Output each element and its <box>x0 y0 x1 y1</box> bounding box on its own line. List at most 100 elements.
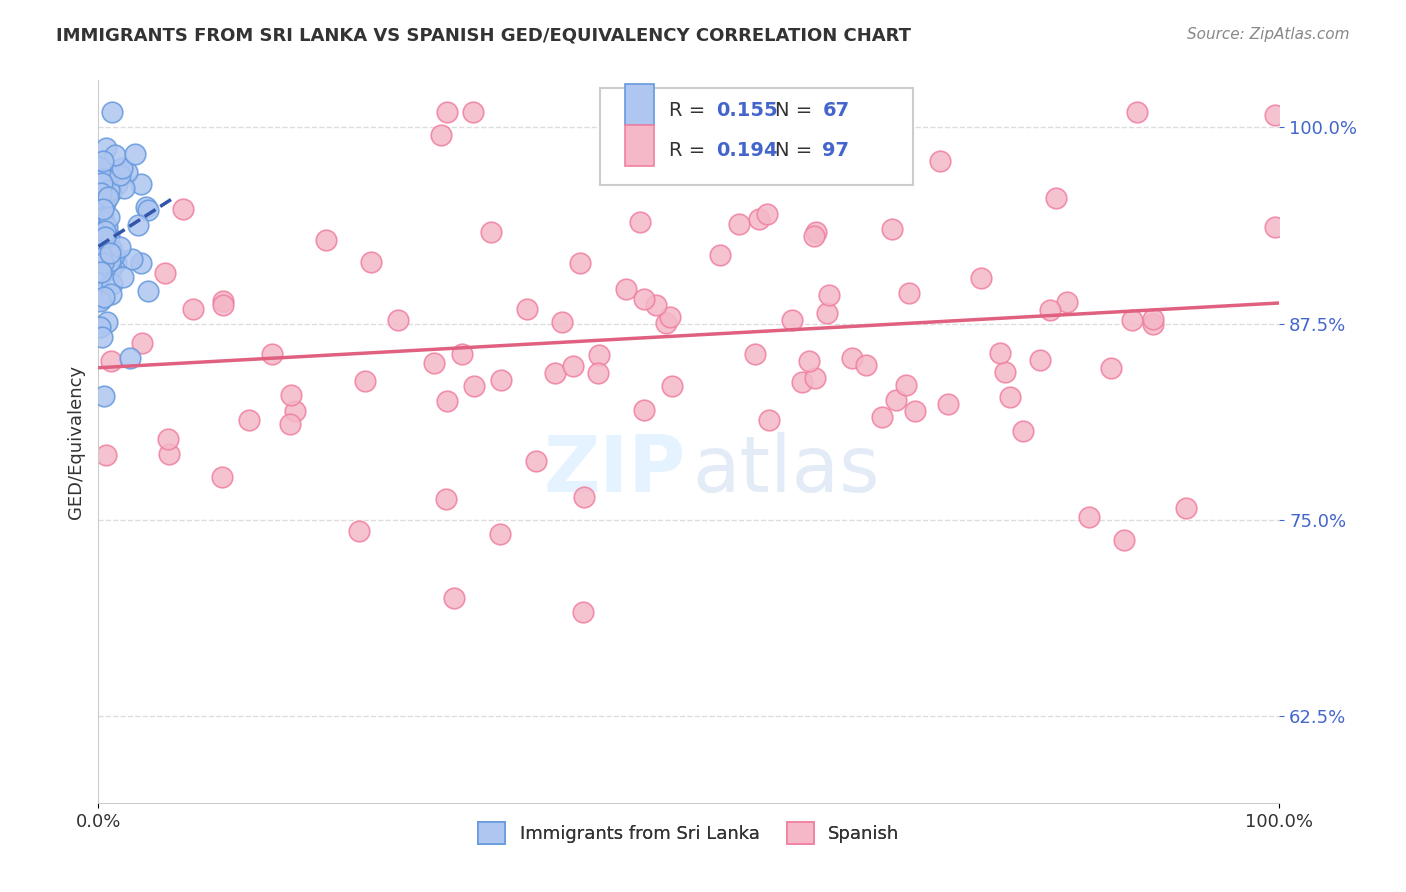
Point <box>90 293 112 307</box>
Point <box>121 252 143 267</box>
Point <box>748 212 770 227</box>
Point <box>136 203 159 218</box>
Point <box>159 447 181 461</box>
Point <box>790 375 813 389</box>
Point <box>284 404 307 418</box>
Point <box>628 215 651 229</box>
Point <box>938 397 960 411</box>
Text: 67: 67 <box>823 101 849 120</box>
Point <box>849 142 872 156</box>
Point <box>654 316 676 330</box>
Point <box>112 180 135 194</box>
Point <box>90 247 112 261</box>
Point <box>101 104 124 119</box>
Point <box>544 367 567 381</box>
Point <box>110 168 132 182</box>
Point <box>443 591 465 605</box>
Point <box>104 255 127 269</box>
Text: N =: N = <box>775 141 818 161</box>
Point <box>90 186 112 200</box>
Point <box>93 230 115 244</box>
Point <box>103 248 125 262</box>
Point <box>1000 390 1022 404</box>
Point <box>661 378 683 392</box>
Point <box>90 265 112 279</box>
Point <box>526 454 548 468</box>
Point <box>89 249 111 263</box>
Text: Source: ZipAtlas.com: Source: ZipAtlas.com <box>1187 27 1350 42</box>
Point <box>91 254 114 268</box>
Point <box>988 346 1011 360</box>
Point <box>89 231 111 245</box>
Point <box>89 245 111 260</box>
Point <box>124 146 146 161</box>
Text: N =: N = <box>775 101 818 120</box>
Point <box>882 221 904 235</box>
Point <box>181 302 204 317</box>
Point <box>568 255 591 269</box>
Point <box>211 298 233 312</box>
Point <box>105 177 128 191</box>
Point <box>90 177 112 191</box>
Legend: Immigrants from Sri Lanka, Spanish: Immigrants from Sri Lanka, Spanish <box>471 815 907 852</box>
Point <box>633 292 655 306</box>
Point <box>1045 191 1067 205</box>
Point <box>422 356 444 370</box>
FancyBboxPatch shape <box>626 84 654 126</box>
Point <box>994 365 1017 379</box>
Point <box>89 320 111 334</box>
Point <box>90 285 112 300</box>
Point <box>94 195 117 210</box>
Point <box>93 290 115 304</box>
Point <box>112 269 135 284</box>
Point <box>353 374 375 388</box>
Point <box>315 233 337 247</box>
Point <box>90 330 112 344</box>
Point <box>89 294 111 309</box>
Text: R =: R = <box>669 141 711 161</box>
Text: ZIP: ZIP <box>543 433 685 508</box>
Point <box>90 235 112 249</box>
Point <box>91 202 114 216</box>
Point <box>100 277 122 292</box>
Point <box>897 286 920 301</box>
Point <box>1012 424 1035 438</box>
Point <box>855 359 877 373</box>
Point <box>572 605 595 619</box>
Point <box>94 224 117 238</box>
Point <box>896 378 918 392</box>
Point <box>97 190 120 204</box>
Point <box>804 225 827 239</box>
Point <box>172 202 194 216</box>
Point <box>97 210 120 224</box>
Point <box>90 268 112 282</box>
Point <box>1126 104 1149 119</box>
Point <box>551 315 574 329</box>
Point <box>1114 533 1136 547</box>
Point <box>238 413 260 427</box>
Point <box>93 172 115 186</box>
Point <box>93 389 115 403</box>
Text: 97: 97 <box>823 141 849 161</box>
Point <box>129 178 152 192</box>
Point <box>884 392 907 407</box>
Point <box>588 366 610 380</box>
Point <box>157 432 180 446</box>
Point <box>93 215 115 229</box>
Point <box>562 359 585 373</box>
Text: 0.155: 0.155 <box>716 101 778 120</box>
Point <box>91 154 114 169</box>
Point <box>1056 295 1078 310</box>
Point <box>588 348 610 362</box>
Point <box>755 207 778 221</box>
Point <box>436 393 458 408</box>
Point <box>489 527 512 541</box>
FancyBboxPatch shape <box>626 125 654 166</box>
Point <box>387 312 409 326</box>
Point <box>129 256 152 270</box>
Point <box>94 234 117 248</box>
Point <box>91 256 114 270</box>
Point <box>803 229 825 244</box>
Point <box>90 243 112 257</box>
Point <box>1121 313 1143 327</box>
